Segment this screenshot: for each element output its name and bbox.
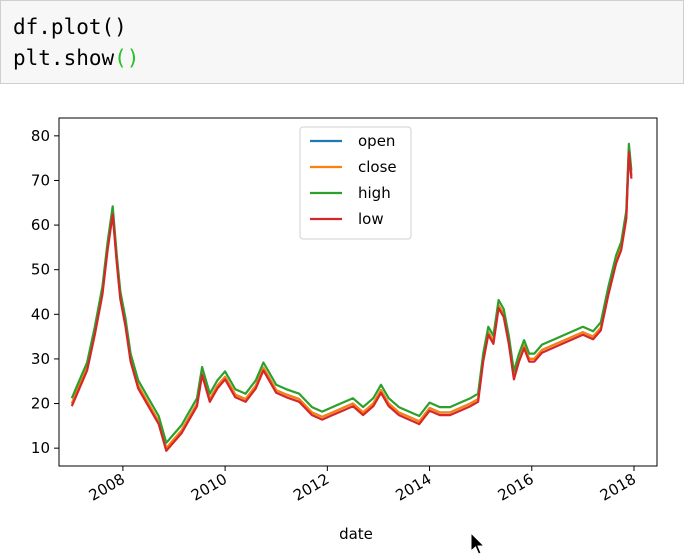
- legend-label-low: low: [358, 210, 384, 228]
- x-tick-label: 2018: [597, 470, 639, 505]
- x-tick-label: 2012: [290, 470, 332, 505]
- code-show-call: plt.show: [13, 46, 115, 70]
- code-line-plot: df.plot(): [13, 15, 127, 39]
- code-cell[interactable]: df.plot() plt.show(): [0, 0, 684, 84]
- y-tick-label: 60: [31, 216, 50, 234]
- y-tick-label: 30: [31, 350, 50, 368]
- y-tick-label: 50: [31, 261, 50, 279]
- x-tick-label: 2010: [188, 470, 230, 505]
- legend: open close high low: [299, 126, 412, 240]
- code-line-show: plt.show(): [13, 46, 139, 70]
- line-chart: 10 20 30 40 50 60 70 80 2008 2010 2012 2014 2016 201…: [31, 117, 658, 543]
- y-tick-label: 40: [31, 305, 50, 323]
- y-tick-label: 10: [31, 439, 50, 457]
- series-line-close: [70, 148, 633, 450]
- x-tick-label: 2014: [392, 470, 434, 505]
- series-lines: [70, 142, 633, 452]
- legend-box: [299, 126, 412, 240]
- mouse-cursor-icon: [470, 532, 486, 555]
- y-axis: 10 20 30 40 50 60 70 80: [31, 127, 59, 457]
- y-tick-label: 80: [31, 127, 50, 145]
- y-tick-label: 20: [31, 395, 50, 413]
- y-tick-label: 70: [31, 171, 50, 189]
- code-show-parens: (): [114, 46, 140, 70]
- x-axis-label: date: [339, 525, 373, 543]
- legend-label-high: high: [358, 184, 391, 202]
- series-line-low: [70, 150, 633, 452]
- legend-label-open: open: [358, 132, 395, 150]
- output-area: 10 20 30 40 50 60 70 80 2008 2010 2012 2014 2016 201…: [0, 84, 686, 555]
- legend-label-close: close: [358, 158, 397, 176]
- x-tick-label: 2016: [495, 470, 537, 505]
- x-axis: 2008 2010 2012 2014 2016 2018: [86, 466, 639, 505]
- x-tick-label: 2008: [86, 470, 128, 505]
- series-line-high: [70, 142, 633, 444]
